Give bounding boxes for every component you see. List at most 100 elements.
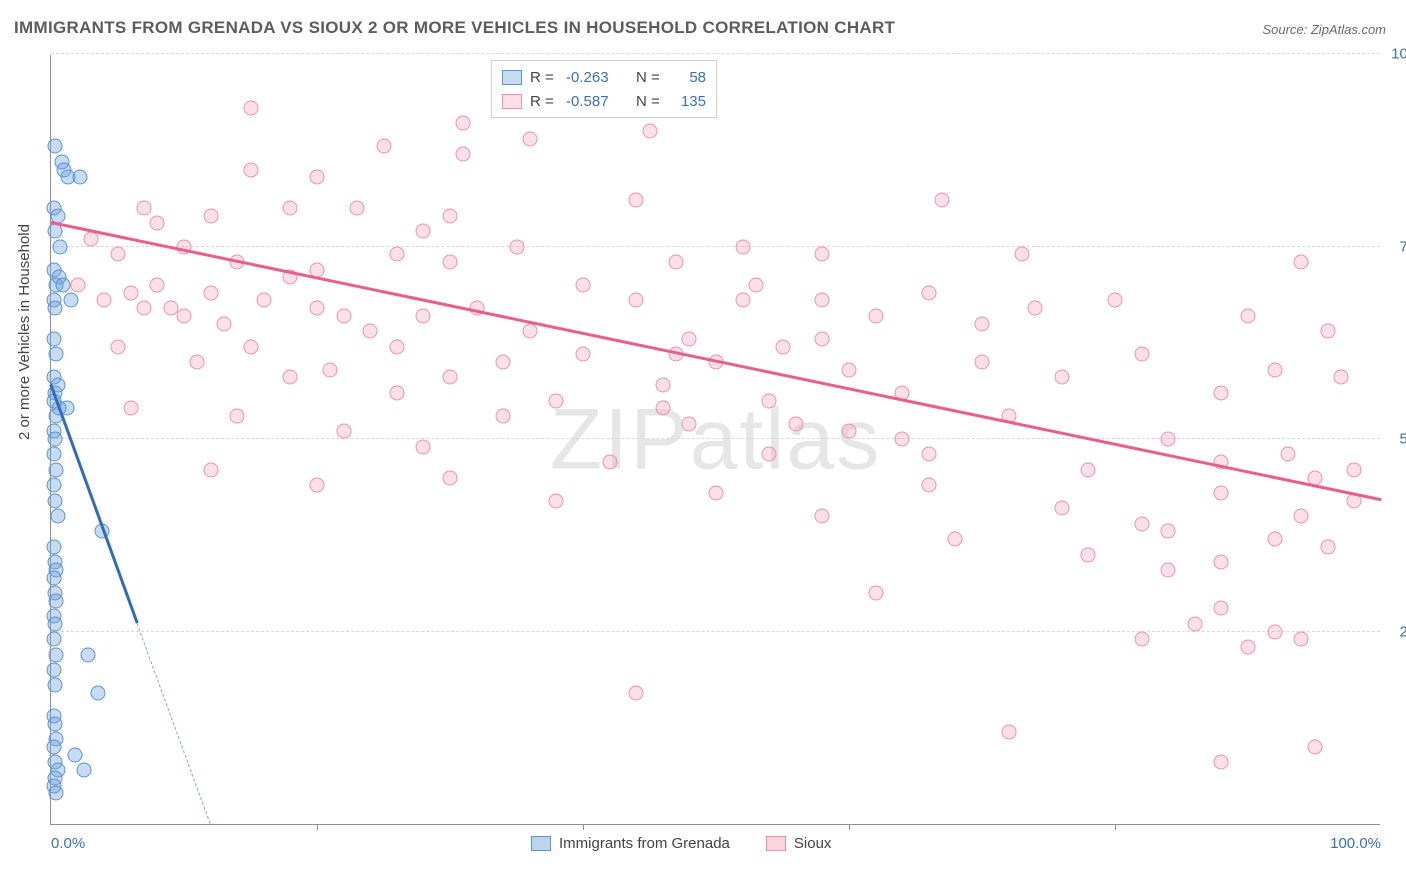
data-point xyxy=(1108,293,1123,308)
data-point xyxy=(376,139,391,154)
data-point xyxy=(655,401,670,416)
data-point xyxy=(443,370,458,385)
data-point xyxy=(1214,755,1229,770)
data-point xyxy=(47,301,62,316)
legend-swatch-0 xyxy=(531,836,551,851)
data-point xyxy=(522,131,537,146)
data-point xyxy=(46,331,61,346)
data-point xyxy=(509,239,524,254)
stats-row: R = -0.587 N = 135 xyxy=(502,89,706,113)
data-point xyxy=(47,678,62,693)
data-point xyxy=(46,570,61,585)
data-point xyxy=(49,647,64,662)
data-point xyxy=(363,324,378,339)
data-point xyxy=(1241,639,1256,654)
data-point xyxy=(63,293,78,308)
data-point xyxy=(47,432,62,447)
data-point xyxy=(49,593,64,608)
data-point xyxy=(389,385,404,400)
data-point xyxy=(77,763,92,778)
y-axis-label: 2 or more Vehicles in Household xyxy=(16,224,33,440)
data-point xyxy=(203,462,218,477)
data-point xyxy=(762,393,777,408)
r-value-1: -0.587 xyxy=(566,93,628,110)
ytick-label: 100.0% xyxy=(1386,46,1406,63)
data-point xyxy=(1334,370,1349,385)
data-point xyxy=(815,509,830,524)
n-label: N = xyxy=(636,69,664,86)
ytick-label: 25.0% xyxy=(1386,623,1406,640)
data-point xyxy=(775,339,790,354)
data-point xyxy=(921,478,936,493)
xtick-label: 0.0% xyxy=(51,835,85,852)
data-point xyxy=(216,316,231,331)
data-point xyxy=(895,432,910,447)
data-point xyxy=(549,493,564,508)
data-point xyxy=(283,201,298,216)
data-point xyxy=(1267,362,1282,377)
data-point xyxy=(389,247,404,262)
data-point xyxy=(416,308,431,323)
data-point xyxy=(46,740,61,755)
data-point xyxy=(57,162,72,177)
legend-swatch-1 xyxy=(766,836,786,851)
data-point xyxy=(46,663,61,678)
data-point xyxy=(49,347,64,362)
gridline xyxy=(51,438,1380,439)
watermark: ZIPatlas xyxy=(550,390,881,489)
n-value-0: 58 xyxy=(672,69,706,86)
xtick xyxy=(1115,824,1116,830)
chart-title: IMMIGRANTS FROM GRENADA VS SIOUX 2 OR MO… xyxy=(14,18,895,38)
data-point xyxy=(70,278,85,293)
legend-label-0: Immigrants from Grenada xyxy=(559,835,730,852)
data-point xyxy=(1014,247,1029,262)
source-attribution: Source: ZipAtlas.com xyxy=(1262,22,1386,37)
data-point xyxy=(110,247,125,262)
data-point xyxy=(150,216,165,231)
data-point xyxy=(349,201,364,216)
data-point xyxy=(629,193,644,208)
data-point xyxy=(735,239,750,254)
data-point xyxy=(47,224,62,239)
data-point xyxy=(443,254,458,269)
xtick xyxy=(583,824,584,830)
data-point xyxy=(602,455,617,470)
data-point xyxy=(416,439,431,454)
stats-legend-box: R = -0.263 N = 58 R = -0.587 N = 135 xyxy=(491,60,717,118)
data-point xyxy=(576,278,591,293)
r-label: R = xyxy=(530,93,558,110)
data-point xyxy=(709,485,724,500)
data-point xyxy=(1267,532,1282,547)
data-point xyxy=(1214,555,1229,570)
data-point xyxy=(243,339,258,354)
trend-line-extrapolated xyxy=(137,623,211,824)
gridline xyxy=(51,246,1380,247)
data-point xyxy=(1294,632,1309,647)
data-point xyxy=(310,170,325,185)
data-point xyxy=(788,416,803,431)
data-point xyxy=(815,331,830,346)
data-point xyxy=(1307,740,1322,755)
data-point xyxy=(123,401,138,416)
data-point xyxy=(642,124,657,139)
data-point xyxy=(55,278,70,293)
data-point xyxy=(46,478,61,493)
swatch-series-1 xyxy=(502,94,522,109)
n-value-1: 135 xyxy=(672,93,706,110)
data-point xyxy=(1241,308,1256,323)
xtick xyxy=(849,824,850,830)
data-point xyxy=(443,208,458,223)
data-point xyxy=(49,462,64,477)
stats-row: R = -0.263 N = 58 xyxy=(502,65,706,89)
legend-label-1: Sioux xyxy=(794,835,832,852)
data-point xyxy=(1347,462,1362,477)
data-point xyxy=(1161,524,1176,539)
data-point xyxy=(456,147,471,162)
data-point xyxy=(522,324,537,339)
data-point xyxy=(815,293,830,308)
data-point xyxy=(49,786,64,801)
ytick-label: 50.0% xyxy=(1386,431,1406,448)
data-point xyxy=(1214,601,1229,616)
data-point xyxy=(47,716,62,731)
xtick xyxy=(317,824,318,830)
